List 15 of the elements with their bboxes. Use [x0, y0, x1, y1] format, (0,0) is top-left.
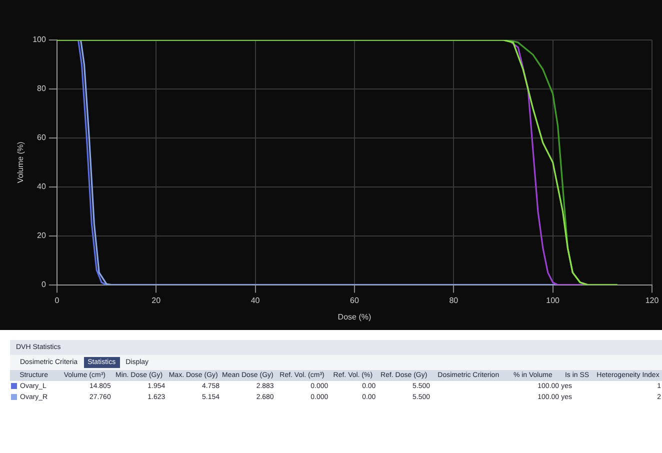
y-tick-label: 60	[37, 133, 46, 142]
x-tick-label: 120	[645, 296, 660, 305]
x-tick-label: 40	[250, 296, 260, 305]
y-axis-title: Volume (%)	[16, 141, 26, 184]
y-tick-label: 40	[37, 182, 46, 192]
x-tick-label: 20	[152, 296, 162, 305]
x-tick-label: 60	[350, 296, 360, 305]
x-tick-label: 80	[449, 296, 459, 305]
x-tick-label: 0	[54, 296, 60, 305]
x-tick-label: 100	[546, 296, 560, 305]
y-tick-label: 0	[41, 280, 46, 290]
x-axis-title: Dose (%)	[338, 312, 372, 322]
y-tick-label: 100	[32, 35, 46, 44]
y-tick-label: 20	[37, 231, 46, 240]
y-tick-label: 80	[37, 84, 46, 94]
